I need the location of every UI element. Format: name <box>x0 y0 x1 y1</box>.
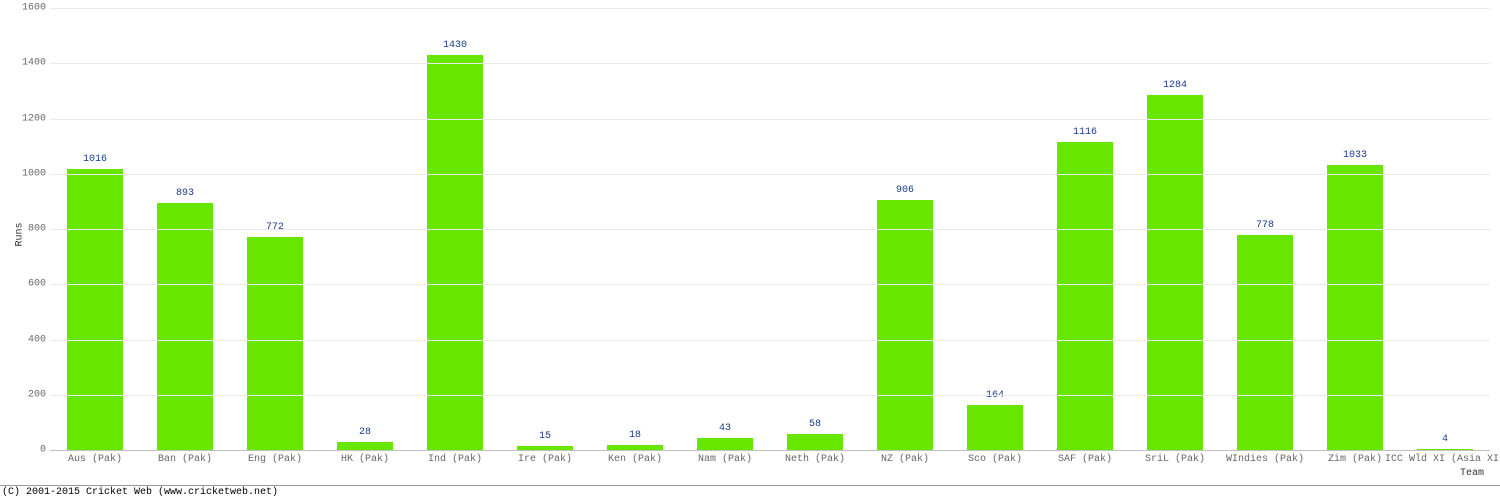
bar-value-label: 15 <box>539 431 551 442</box>
y-tick-label: 200 <box>28 389 46 400</box>
bar-value-label: 1284 <box>1163 80 1187 91</box>
bar: 893 <box>157 203 213 450</box>
y-tick-label: 0 <box>40 445 46 456</box>
y-axis-label: Runs <box>15 222 26 246</box>
bar-value-label: 1033 <box>1343 150 1367 161</box>
bar: 1430 <box>427 55 483 450</box>
bar: 28 <box>337 442 393 450</box>
y-tick-label: 400 <box>28 334 46 345</box>
x-tick-label: Ind (Pak) <box>428 454 482 465</box>
bar-value-label: 893 <box>176 188 194 199</box>
x-tick-label: NZ (Pak) <box>881 454 929 465</box>
gridline <box>50 395 1490 396</box>
bar: 58 <box>787 434 843 450</box>
x-tick-label: Aus (Pak) <box>68 454 122 465</box>
x-tick-label: Ire (Pak) <box>518 454 572 465</box>
x-tick-label: Eng (Pak) <box>248 454 302 465</box>
bar-value-label: 4 <box>1442 434 1448 445</box>
bar-value-label: 1116 <box>1073 127 1097 138</box>
bar-value-label: 58 <box>809 419 821 430</box>
y-tick-label: 1600 <box>22 3 46 14</box>
x-tick-label: Nam (Pak) <box>698 454 752 465</box>
x-tick-label: WIndies (Pak) <box>1226 454 1304 465</box>
bar-value-label: 18 <box>629 430 641 441</box>
gridline <box>50 284 1490 285</box>
x-tick-label: Ban (Pak) <box>158 454 212 465</box>
bar: 1016 <box>67 169 123 450</box>
y-tick-label: 1200 <box>22 113 46 124</box>
gridline <box>50 119 1490 120</box>
y-tick-label: 1000 <box>22 168 46 179</box>
x-tick-label: SAF (Pak) <box>1058 454 1112 465</box>
copyright-text: (C) 2001-2015 Cricket Web (www.cricketwe… <box>2 487 278 498</box>
y-tick-label: 800 <box>28 224 46 235</box>
x-axis-label: Team <box>1460 468 1484 479</box>
gridline <box>50 340 1490 341</box>
x-tick-label: Neth (Pak) <box>785 454 845 465</box>
x-tick-label: SriL (Pak) <box>1145 454 1205 465</box>
y-tick-label: 600 <box>28 279 46 290</box>
gridline <box>50 8 1490 9</box>
baseline <box>50 450 1490 451</box>
x-tick-label: Zim (Pak) <box>1328 454 1382 465</box>
bar-value-label: 1430 <box>443 40 467 51</box>
bar: 906 <box>877 200 933 450</box>
bar-value-label: 1016 <box>83 154 107 165</box>
bar: 43 <box>697 438 753 450</box>
bar-value-label: 772 <box>266 222 284 233</box>
bar: 1116 <box>1057 142 1113 450</box>
bar: 1284 <box>1147 95 1203 450</box>
y-tick-label: 1400 <box>22 58 46 69</box>
bar-value-label: 28 <box>359 427 371 438</box>
x-tick-label: Ken (Pak) <box>608 454 662 465</box>
x-tick-label: Sco (Pak) <box>968 454 1022 465</box>
x-tick-label: HK (Pak) <box>341 454 389 465</box>
x-tick-label: ICC Wld XI (Asia XI) <box>1385 454 1500 465</box>
bar: 778 <box>1237 235 1293 450</box>
gridline <box>50 229 1490 230</box>
copyright-footer: (C) 2001-2015 Cricket Web (www.cricketwe… <box>0 485 1500 500</box>
gridline <box>50 174 1490 175</box>
gridline <box>50 63 1490 64</box>
bar-value-label: 906 <box>896 185 914 196</box>
chart-container: 1016 893 772 28 1430 15 18 43 58 906 164 1116 1284 77… <box>0 0 1500 500</box>
bar-value-label: 43 <box>719 423 731 434</box>
plot-area: 1016 893 772 28 1430 15 18 43 58 906 164 1116 1284 77… <box>50 8 1490 450</box>
bar: 1033 <box>1327 165 1383 450</box>
bar: 164 <box>967 405 1023 450</box>
bar: 772 <box>247 237 303 450</box>
